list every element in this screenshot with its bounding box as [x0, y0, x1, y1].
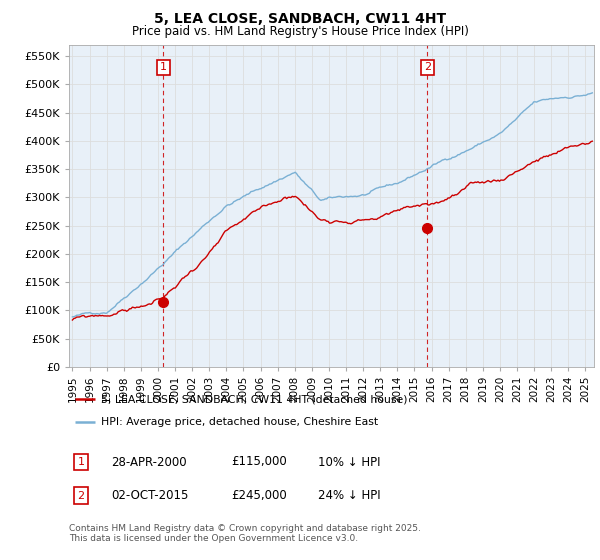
Text: 2: 2	[424, 62, 431, 72]
Text: 1: 1	[77, 457, 85, 467]
Text: 02-OCT-2015: 02-OCT-2015	[111, 489, 188, 502]
Text: 5, LEA CLOSE, SANDBACH, CW11 4HT: 5, LEA CLOSE, SANDBACH, CW11 4HT	[154, 12, 446, 26]
Text: HPI: Average price, detached house, Cheshire East: HPI: Average price, detached house, Ches…	[101, 417, 378, 427]
Text: Price paid vs. HM Land Registry's House Price Index (HPI): Price paid vs. HM Land Registry's House …	[131, 25, 469, 38]
Text: Contains HM Land Registry data © Crown copyright and database right 2025.
This d: Contains HM Land Registry data © Crown c…	[69, 524, 421, 543]
Text: £115,000: £115,000	[231, 455, 287, 469]
Text: 5, LEA CLOSE, SANDBACH, CW11 4HT (detached house): 5, LEA CLOSE, SANDBACH, CW11 4HT (detach…	[101, 394, 407, 404]
Text: 1: 1	[160, 62, 167, 72]
Text: 24% ↓ HPI: 24% ↓ HPI	[318, 489, 380, 502]
Text: 10% ↓ HPI: 10% ↓ HPI	[318, 455, 380, 469]
Text: 2: 2	[77, 491, 85, 501]
Text: 28-APR-2000: 28-APR-2000	[111, 455, 187, 469]
Text: £245,000: £245,000	[231, 489, 287, 502]
